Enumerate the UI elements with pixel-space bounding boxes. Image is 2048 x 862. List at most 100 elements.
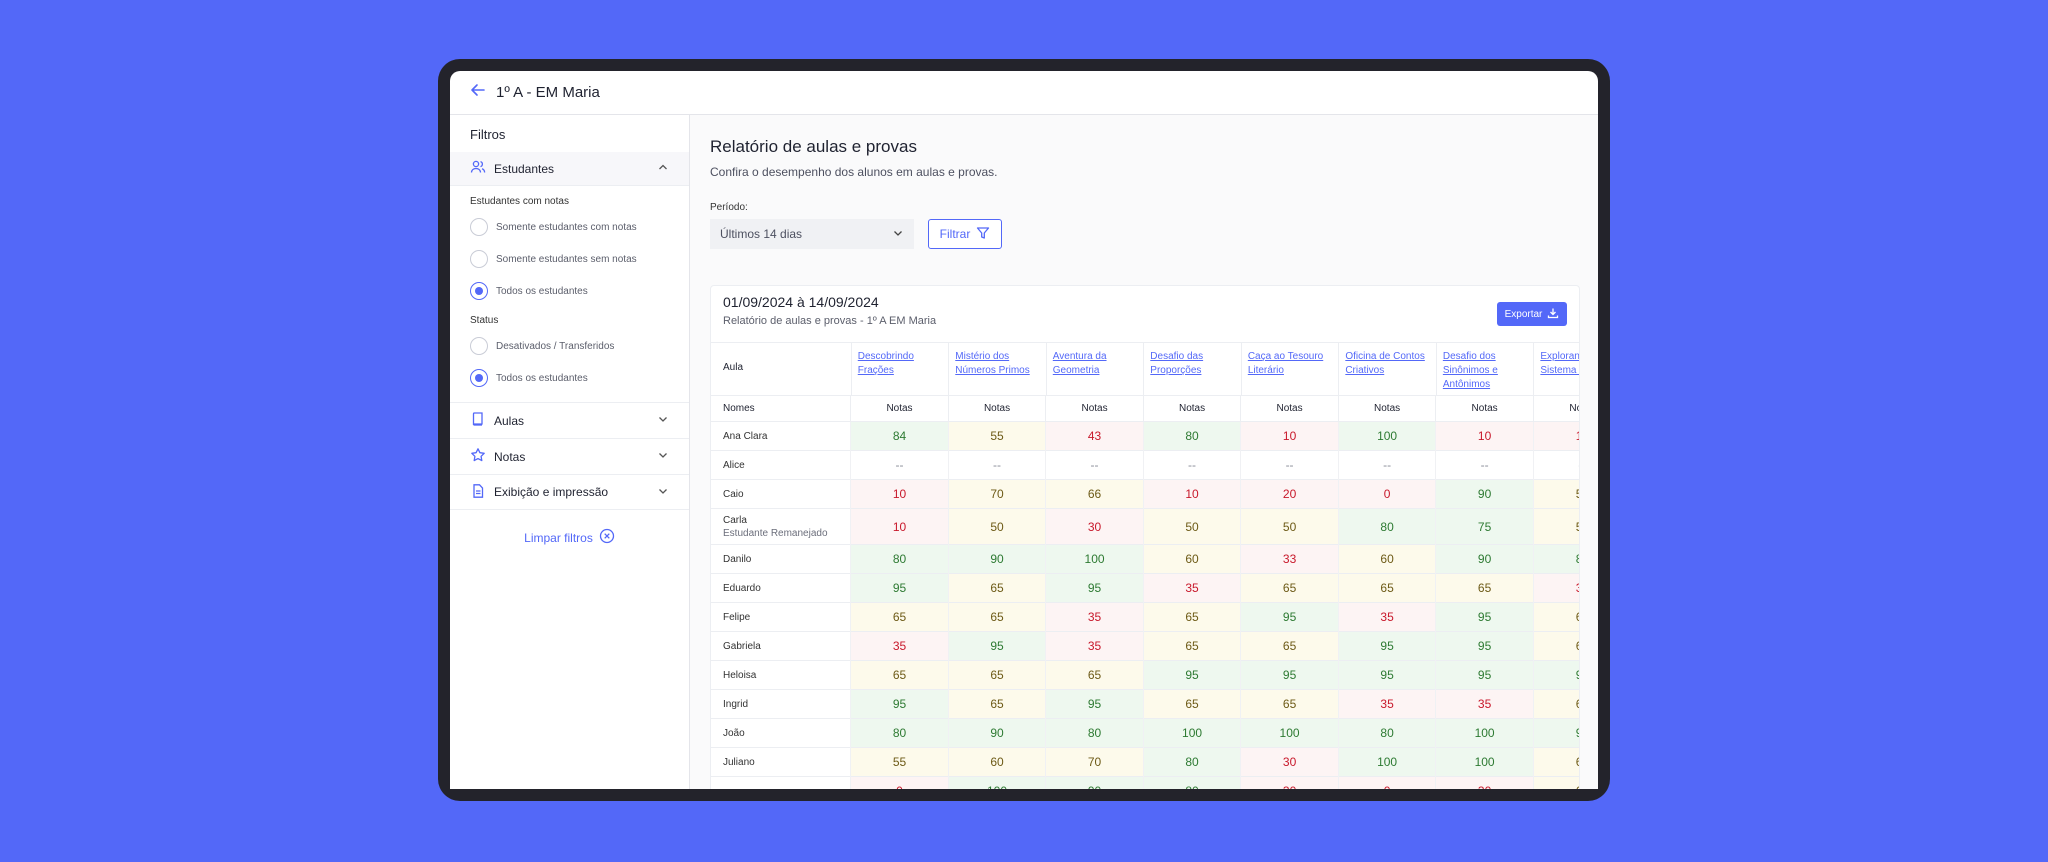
download-icon (1547, 307, 1559, 322)
score-cell: 60 (1142, 544, 1241, 574)
score-cell: 30 (1435, 776, 1534, 789)
filter-button[interactable]: Filtrar (928, 219, 1002, 249)
radio-button[interactable] (470, 337, 488, 355)
section-estudantes-label: Estudantes (494, 161, 555, 176)
score-cell: 65 (1142, 631, 1241, 661)
tablet-frame: 1º A - EM Maria Filtros Estudantes Estud… (438, 59, 1610, 801)
score-cell: 66 (1045, 479, 1144, 509)
export-button[interactable]: Exportar (1497, 302, 1567, 326)
score-cell: -- (1532, 450, 1579, 480)
score-cell: 50 (1240, 508, 1339, 545)
star-icon (470, 447, 486, 466)
radio-option[interactable]: Todos os estudantes (450, 275, 689, 307)
radio-button[interactable] (470, 369, 488, 387)
student-name-text: Carla (723, 514, 747, 526)
score-cell: 55 (947, 421, 1046, 451)
lesson-link[interactable]: Descobrindo Frações (850, 343, 949, 395)
score-cell: 80 (1045, 718, 1144, 748)
student-name: João (711, 718, 851, 748)
radio-label: Somente estudantes sem notas (496, 253, 637, 265)
score-cell: 100 (1142, 718, 1241, 748)
table-row: Gabriela3595356565959565 (711, 631, 1579, 661)
score-cell: 50 (947, 508, 1046, 545)
table-row: Danilo80901006033609080 (711, 544, 1579, 574)
lesson-link[interactable]: Mistério dos Números Primos (948, 343, 1046, 395)
score-cell: 95 (1532, 660, 1579, 690)
score-cell: 35 (1045, 602, 1144, 632)
score-cell: 60 (1337, 544, 1436, 574)
notas-header-row: Nomes Notas Notas Notas Notas Notas Notas Notas… (711, 395, 1579, 422)
radio-option[interactable]: Desativados / Transferidos (450, 330, 689, 362)
section-estudantes-header[interactable]: Estudantes (450, 152, 689, 186)
score-cell: 50 (1532, 508, 1579, 545)
table-row: Eduardo9565953565656535 (711, 573, 1579, 603)
lessons-header-row: Aula Descobrindo Frações Mistério dos Núme… (711, 342, 1579, 396)
period-select[interactable]: Últimos 14 dias (710, 219, 914, 249)
score-cell: 10 (1435, 421, 1534, 451)
clear-filters-button[interactable]: Limpar filtros (450, 528, 689, 547)
score-cell: 60 (1532, 747, 1579, 777)
score-cell: 80 (850, 718, 949, 748)
radio-button[interactable] (470, 250, 488, 268)
lesson-link[interactable]: Caça ao Tesouro Literário (1240, 343, 1339, 395)
score-cell: 75 (1435, 508, 1534, 545)
score-cell: 70 (1045, 747, 1144, 777)
filters-sidebar: Filtros Estudantes Estudantes com notas … (450, 115, 690, 789)
lesson-link[interactable]: Aventura da Geometria (1045, 343, 1144, 395)
back-arrow-icon[interactable] (470, 82, 486, 103)
document-icon (470, 483, 486, 502)
score-cell: 95 (1142, 660, 1241, 690)
lesson-link[interactable]: Desafio das Proporções (1143, 343, 1241, 395)
student-name-text: Eduardo (723, 582, 761, 594)
notas-column-header: Notas (1532, 395, 1579, 422)
score-cell: 80 (1337, 718, 1436, 748)
score-cell: 65 (1337, 573, 1436, 603)
chevron-down-icon (892, 227, 904, 242)
chevron-down-icon (657, 413, 669, 428)
notas-column-header: Notas (850, 395, 949, 422)
score-cell: 90 (1045, 776, 1144, 789)
score-cell: 65 (947, 660, 1046, 690)
score-cell: 65 (1240, 573, 1339, 603)
lesson-link[interactable]: Desafio dos Sinônimos e Antônimos (1435, 343, 1534, 395)
filters-title: Filtros (470, 127, 506, 142)
radio-button[interactable] (470, 282, 488, 300)
radio-button[interactable] (470, 218, 488, 236)
page-subtitle: Confira o desempenho dos alunos em aulas… (710, 165, 998, 179)
student-name-text: Alice (723, 459, 745, 471)
score-cell: 90 (1435, 479, 1534, 509)
section-exibicao-header[interactable]: Exibição e impressão (450, 474, 689, 510)
notas-column-header: Notas (1240, 395, 1339, 422)
student-name: Alice (711, 450, 851, 480)
grades-table: Aula Descobrindo Frações Mistério dos Núme… (711, 342, 1579, 789)
score-cell: 65 (1532, 631, 1579, 661)
section-notas-label: Notas (494, 449, 526, 464)
page-title: Relatório de aulas e provas (710, 137, 917, 156)
table-row: Ingrid9565956565353565 (711, 689, 1579, 719)
score-cell: -- (1045, 450, 1144, 480)
export-button-label: Exportar (1504, 308, 1543, 320)
table-row: Heloisa6565659595959595 (711, 660, 1579, 690)
radio-option[interactable]: Somente estudantes com notas (450, 211, 689, 243)
score-cell: 35 (1045, 631, 1144, 661)
score-cell: 10 (850, 508, 949, 545)
clear-filters-label: Limpar filtros (524, 530, 593, 545)
score-cell: 65 (1142, 689, 1241, 719)
table-row: Juliano556070803010010060 (711, 747, 1579, 777)
score-cell: 35 (850, 631, 949, 661)
score-cell: 16 (1532, 421, 1579, 451)
group-status-label: Status (470, 315, 499, 326)
radio-option[interactable]: Somente estudantes sem notas (450, 243, 689, 275)
score-cell: 90 (947, 544, 1046, 574)
section-notas-header[interactable]: Notas (450, 438, 689, 474)
student-name-text: Caio (723, 488, 744, 500)
student-name: Eduardo (711, 573, 851, 603)
score-cell: 30 (1240, 776, 1339, 789)
score-cell: -- (1240, 450, 1339, 480)
notas-column-header: Notas (1435, 395, 1534, 422)
section-aulas-header[interactable]: Aulas (450, 402, 689, 438)
lesson-link[interactable]: Oficina de Contos Criativos (1338, 343, 1436, 395)
score-cell: 100 (947, 776, 1046, 789)
radio-option[interactable]: Todos os estudantes (450, 362, 689, 394)
lesson-link[interactable]: Explorando o Sistema Solar (1533, 343, 1579, 395)
